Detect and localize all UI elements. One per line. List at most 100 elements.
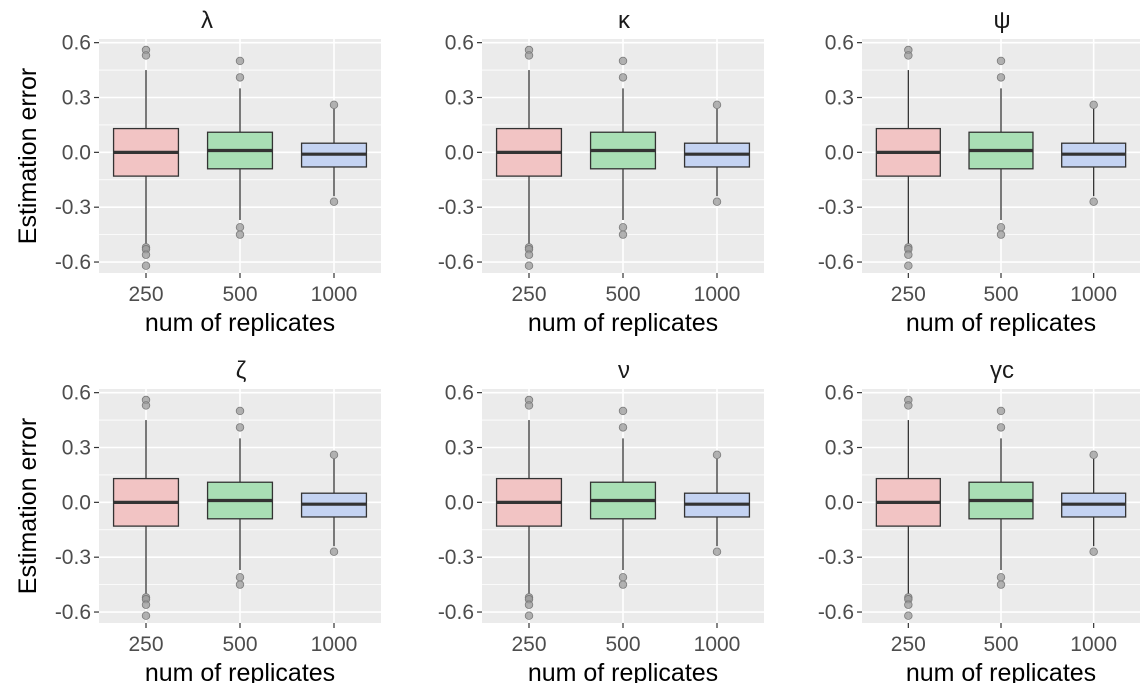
outlier-point [235, 223, 245, 232]
y-tick-label: -0.6 [818, 601, 854, 624]
outlier-point [996, 56, 1006, 66]
outlier-point [141, 261, 151, 270]
y-tick-label: 0.6 [62, 32, 91, 55]
y-tick-label: -0.3 [818, 546, 854, 569]
outlier-point [524, 600, 534, 609]
outlier-point [524, 261, 534, 270]
outlier-point [904, 261, 913, 270]
y-tick-label: -0.6 [818, 251, 854, 274]
y-tick-label: 0.0 [445, 141, 474, 164]
outlier-point [329, 450, 339, 460]
panel-title: ζ [236, 357, 247, 384]
x-axis-label: num of replicates [906, 309, 1096, 337]
y-tick-label: 0.0 [62, 491, 91, 514]
outlier-point [904, 401, 913, 410]
x-tick-label: 250 [891, 633, 926, 656]
box-250 [875, 395, 941, 620]
y-tick-label: -0.6 [438, 251, 474, 274]
outlier-point [996, 580, 1006, 589]
box-250 [112, 395, 180, 620]
box-250 [875, 45, 941, 270]
box-500 [968, 406, 1034, 589]
outlier-point [235, 580, 245, 589]
outlier-point [712, 450, 722, 460]
box-1000 [300, 100, 368, 206]
y-axis-label: Estimation error [14, 68, 42, 244]
y-tick-label: -0.6 [438, 601, 474, 624]
outlier-point [235, 56, 245, 66]
box-500 [589, 406, 657, 589]
outlier-point [996, 73, 1006, 82]
x-axis-label: num of replicates [145, 659, 335, 683]
y-tick-label: 0.3 [62, 87, 91, 110]
y-tick-label: 0.0 [825, 141, 854, 164]
outlier-point [524, 611, 534, 620]
x-tick-label: 250 [128, 283, 163, 306]
x-axis-label: num of replicates [528, 309, 718, 337]
outlier-point [1089, 197, 1098, 206]
outlier-point [524, 401, 534, 410]
outlier-point [996, 223, 1006, 232]
x-tick-label: 1000 [311, 633, 358, 656]
outlier-point [618, 223, 628, 232]
panels: 0.6 0.3 0.0 -0.3 -0.6 250 500 1000 num of replic… [14, 7, 1140, 683]
x-tick-label: 250 [511, 633, 546, 656]
outlier-point [618, 423, 628, 432]
panel-6: 0.6 0.3 0.0 -0.3 -0.6 250 500 1000 num of replic… [818, 357, 1140, 683]
outlier-point [235, 573, 245, 582]
panel-title: γc [990, 357, 1014, 384]
y-tick-label: 0.0 [62, 141, 91, 164]
box-250 [112, 45, 180, 270]
box-250 [495, 45, 563, 270]
box-1000 [300, 450, 368, 556]
box-500 [206, 406, 274, 589]
x-tick-label: 1000 [311, 283, 358, 306]
panel-2: 0.6 0.3 0.0 -0.3 -0.6 250 500 1000 num of replic… [438, 7, 764, 337]
x-axis-label: num of replicates [528, 659, 718, 683]
y-tick-label: -0.3 [438, 196, 474, 219]
outlier-point [235, 230, 245, 239]
outlier-point [141, 611, 151, 620]
outlier-point [618, 230, 628, 239]
y-tick-label: -0.3 [818, 196, 854, 219]
y-tick-label: 0.6 [445, 32, 474, 55]
outlier-point [904, 51, 913, 60]
y-tick-label: 0.3 [445, 437, 474, 460]
outlier-point [141, 600, 151, 609]
x-tick-label: 500 [605, 633, 640, 656]
box-250 [495, 395, 563, 620]
outlier-point [235, 406, 245, 416]
y-tick-label: -0.3 [438, 546, 474, 569]
box-500 [968, 56, 1034, 239]
outlier-point [524, 51, 534, 60]
panel-title: ν [618, 357, 630, 384]
outlier-point [618, 73, 628, 82]
outlier-point [329, 197, 339, 206]
x-tick-label: 1000 [1070, 633, 1117, 656]
box-1000 [683, 100, 751, 206]
box-1000 [1061, 450, 1127, 556]
outlier-point [904, 611, 913, 620]
outlier-point [141, 51, 151, 60]
x-tick-label: 500 [983, 283, 1018, 306]
panel-title: κ [618, 7, 631, 34]
outlier-point [996, 423, 1006, 432]
outlier-point [235, 423, 245, 432]
box-1000 [1061, 100, 1127, 206]
y-tick-label: 0.0 [825, 491, 854, 514]
y-tick-label: 0.3 [825, 437, 854, 460]
outlier-point [235, 73, 245, 82]
panel-4: 0.6 0.3 0.0 -0.3 -0.6 250 500 1000 num of replic… [14, 357, 381, 683]
outlier-point [712, 547, 722, 556]
outlier-point [904, 250, 913, 259]
panel-title: λ [201, 7, 213, 34]
y-tick-label: 0.6 [62, 382, 91, 405]
outlier-point [904, 600, 913, 609]
y-tick-label: 0.6 [825, 382, 854, 405]
panel-5: 0.6 0.3 0.0 -0.3 -0.6 250 500 1000 num of replic… [438, 357, 764, 683]
x-tick-label: 250 [511, 283, 546, 306]
x-tick-label: 250 [128, 633, 163, 656]
outlier-point [1089, 547, 1098, 556]
y-tick-label: 0.3 [825, 87, 854, 110]
